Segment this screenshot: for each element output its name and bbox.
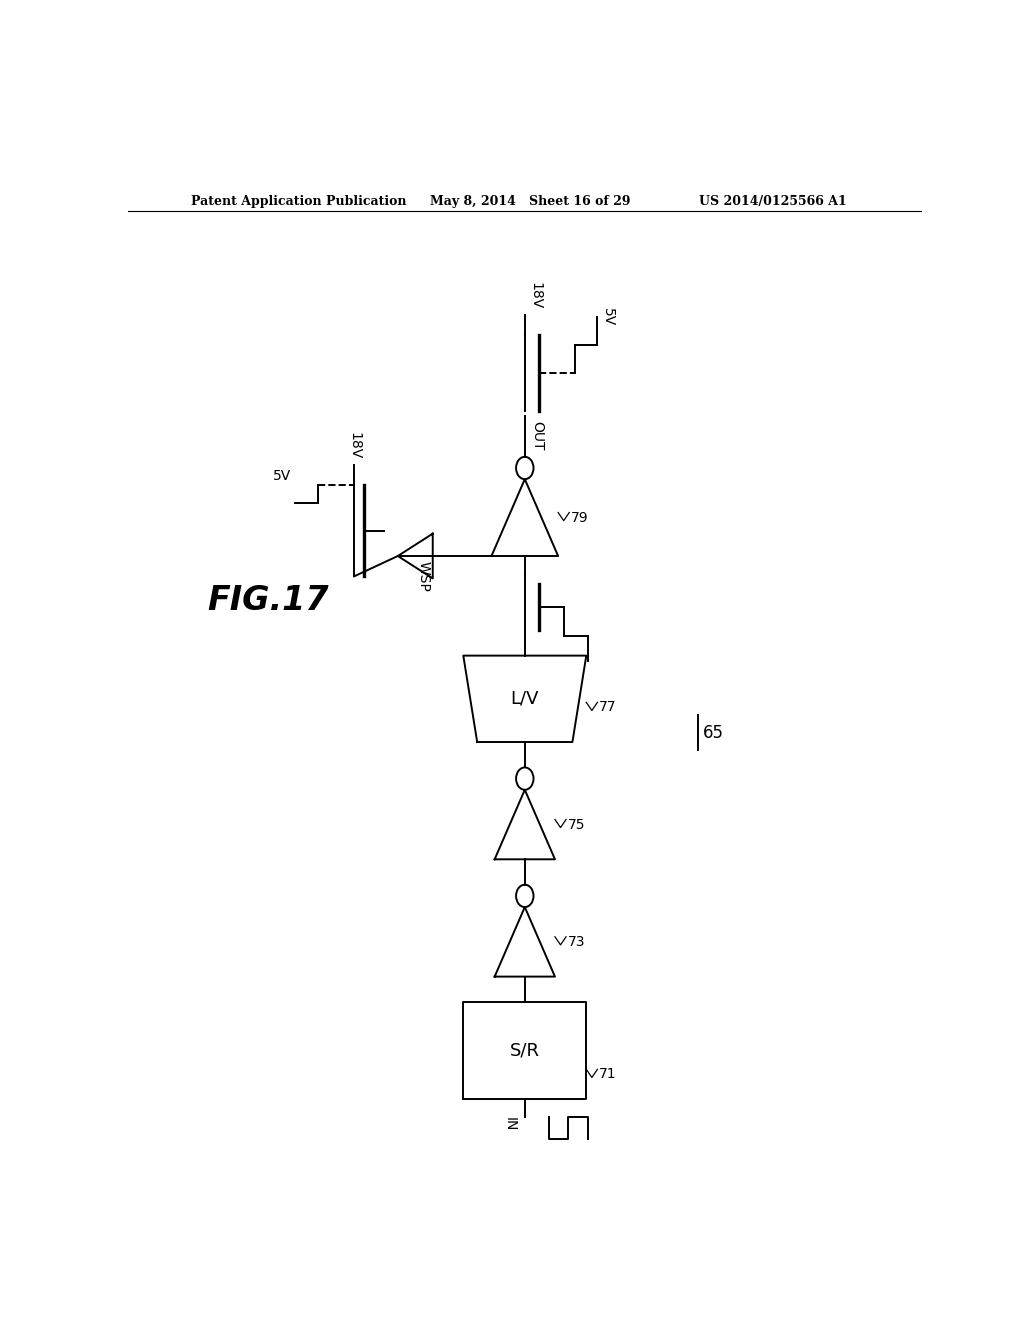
Text: 77: 77 bbox=[599, 701, 616, 714]
Text: L/V: L/V bbox=[511, 690, 539, 708]
Text: S/R: S/R bbox=[510, 1041, 540, 1059]
Text: 5V: 5V bbox=[601, 308, 615, 326]
Text: IN: IN bbox=[503, 1117, 517, 1131]
Text: Patent Application Publication: Patent Application Publication bbox=[191, 195, 407, 209]
Text: 73: 73 bbox=[567, 935, 585, 949]
Text: 65: 65 bbox=[703, 723, 724, 742]
Text: 79: 79 bbox=[570, 511, 589, 524]
Text: WSP: WSP bbox=[417, 561, 431, 591]
Text: May 8, 2014   Sheet 16 of 29: May 8, 2014 Sheet 16 of 29 bbox=[430, 195, 630, 209]
Text: OUT: OUT bbox=[530, 421, 545, 450]
Text: 71: 71 bbox=[599, 1068, 616, 1081]
Text: US 2014/0125566 A1: US 2014/0125566 A1 bbox=[699, 195, 847, 209]
Text: 75: 75 bbox=[567, 817, 585, 832]
Text: FIG.17: FIG.17 bbox=[207, 583, 329, 616]
Text: 5V: 5V bbox=[272, 469, 291, 483]
Text: 18V: 18V bbox=[347, 432, 361, 459]
Text: 18V: 18V bbox=[528, 282, 543, 309]
